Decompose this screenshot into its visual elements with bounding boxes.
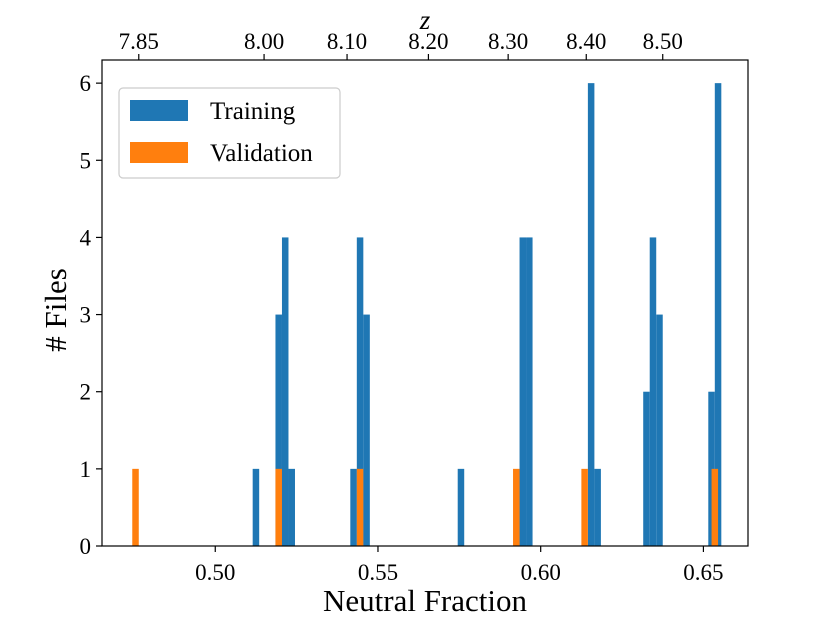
legend-label-validation: Validation bbox=[210, 140, 313, 167]
top-tick-label: 8.00 bbox=[244, 29, 284, 54]
y-tick-label: 0 bbox=[80, 534, 92, 559]
x-tick-label: 0.50 bbox=[195, 560, 235, 585]
x-tick-label: 0.60 bbox=[521, 560, 561, 585]
y-tick-label: 5 bbox=[80, 148, 92, 173]
bar-training-8 bbox=[519, 237, 527, 546]
bar-training-7 bbox=[457, 468, 465, 546]
x-axis-label: Neutral Fraction bbox=[323, 583, 528, 618]
bar-training-16 bbox=[714, 83, 722, 547]
y-axis: 0 1 2 3 4 5 6 bbox=[80, 71, 102, 559]
bar-training-14 bbox=[656, 314, 663, 546]
x-axis-bottom: 0.50 0.55 0.60 0.65 bbox=[195, 546, 724, 585]
bar-training-3 bbox=[288, 468, 295, 546]
x-tick-label: 0.65 bbox=[683, 560, 723, 585]
legend-swatch-validation bbox=[130, 142, 188, 163]
bar-training-2 bbox=[281, 237, 289, 546]
bar-training-15 bbox=[708, 391, 715, 546]
plot-frame bbox=[101, 59, 749, 547]
bar-training-5 bbox=[356, 237, 364, 546]
bar-validation-1 bbox=[275, 468, 282, 546]
bar-training-9 bbox=[526, 237, 533, 546]
legend-swatch-training bbox=[130, 100, 188, 121]
top-tick-label: 8.40 bbox=[566, 29, 606, 54]
legend: Training Validation bbox=[118, 87, 341, 179]
y-axis-label: # Files bbox=[38, 268, 73, 352]
top-tick-label: 8.50 bbox=[643, 29, 683, 54]
y-tick-label: 6 bbox=[80, 71, 92, 96]
bar-training-10 bbox=[587, 83, 595, 547]
x-axis-top-redshift: 7.85 8.00 8.10 8.20 8.30 8.40 8.50 bbox=[119, 29, 683, 60]
x-tick-label: 0.55 bbox=[358, 560, 398, 585]
bar-validation-0 bbox=[132, 468, 139, 546]
legend-label-training: Training bbox=[210, 98, 296, 125]
y-tick-label: 3 bbox=[80, 303, 92, 328]
bar-validation-4 bbox=[581, 468, 588, 546]
top-tick-label: 8.10 bbox=[327, 29, 367, 54]
series-validation bbox=[132, 468, 719, 546]
bar-validation-3 bbox=[513, 468, 520, 546]
top-axis-label: z bbox=[419, 5, 431, 35]
bar-training-0 bbox=[252, 468, 260, 546]
y-tick-label: 1 bbox=[80, 457, 92, 482]
bar-training-6 bbox=[363, 314, 370, 546]
bar-training-13 bbox=[649, 237, 657, 546]
bars-layer bbox=[132, 83, 722, 547]
bar-training-11 bbox=[594, 468, 601, 546]
bar-validation-5 bbox=[711, 468, 719, 546]
bar-training-4 bbox=[350, 468, 357, 546]
bar-training-1 bbox=[275, 314, 282, 546]
bar-training-12 bbox=[643, 391, 650, 546]
bar-validation-2 bbox=[356, 468, 364, 546]
top-tick-label: 7.85 bbox=[119, 29, 159, 54]
top-tick-label: 8.20 bbox=[408, 29, 448, 54]
series-training bbox=[252, 83, 722, 547]
top-tick-label: 8.30 bbox=[488, 29, 528, 54]
y-tick-label: 2 bbox=[80, 380, 92, 405]
y-tick-label: 4 bbox=[80, 225, 92, 250]
